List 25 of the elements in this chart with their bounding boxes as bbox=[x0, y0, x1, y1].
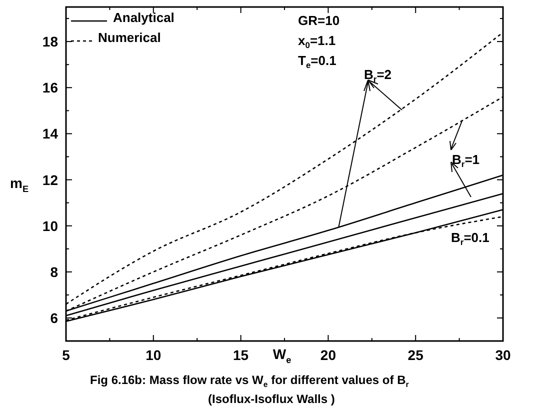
annotation: B$_{r}$=2 bbox=[364, 67, 392, 84]
x-tick-label: 30 bbox=[495, 347, 511, 363]
y-axis-title: m$_{E}$ bbox=[10, 175, 29, 194]
legend-label: Analytical bbox=[113, 10, 174, 25]
y-tick-label: 14 bbox=[42, 126, 58, 142]
annotation: B$_{r}$=0.1 bbox=[451, 230, 490, 248]
x-tick-label: 20 bbox=[320, 347, 336, 363]
y-tick-label: 6 bbox=[50, 310, 58, 326]
y-tick-label: 16 bbox=[42, 80, 58, 96]
y-tick-label: 8 bbox=[50, 264, 58, 280]
annotation: GR=10 bbox=[298, 13, 340, 28]
caption: Fig 6.16b: Mass flow rate vs W$_{e}$ for different values of B$_{r}$ bbox=[90, 373, 409, 390]
x-tick-label: 25 bbox=[408, 347, 424, 363]
legend-label: Numerical bbox=[98, 30, 161, 45]
x-axis-title: W$_{e}$ bbox=[272, 346, 292, 365]
x-tick-label: 15 bbox=[233, 347, 249, 363]
annotation: T$_{e}$=0.1 bbox=[298, 53, 336, 70]
annotation: B$_{r}$=1 bbox=[452, 152, 480, 170]
text: (Isoflux-Isoflux Walls ) bbox=[208, 392, 335, 406]
y-tick-label: 12 bbox=[42, 172, 58, 188]
x-tick-label: 10 bbox=[146, 347, 162, 363]
x-tick-label: 5 bbox=[62, 347, 70, 363]
annotation: x$_{0}$=1.1 bbox=[298, 33, 336, 50]
y-tick-label: 10 bbox=[42, 218, 58, 234]
y-tick-label: 18 bbox=[42, 34, 58, 50]
